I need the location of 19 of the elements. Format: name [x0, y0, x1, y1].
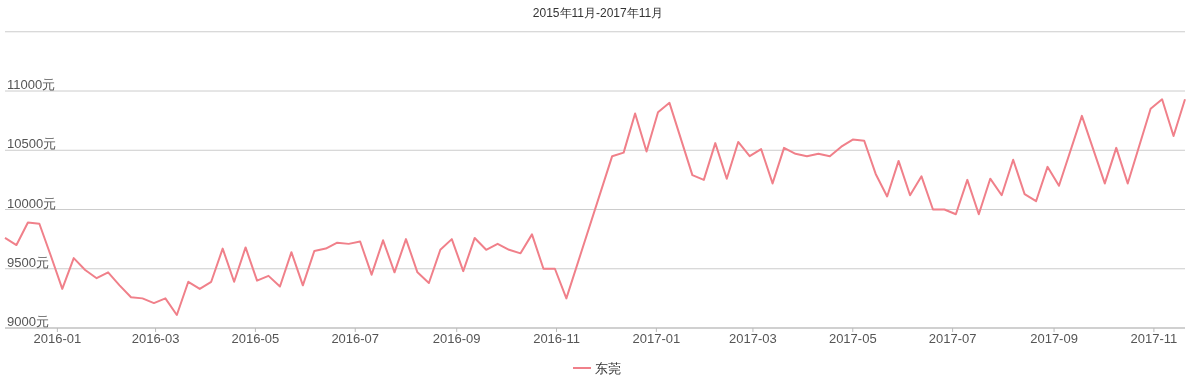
x-tick-label: 2017-05 — [828, 331, 877, 346]
x-tick-label: 2016-01 — [33, 331, 82, 346]
y-tick-label: 10000元 — [7, 195, 57, 211]
x-tick-label: 2017-03 — [729, 331, 777, 346]
y-tick-label: 9000元 — [7, 314, 49, 329]
x-tick-label: 2016-03 — [131, 331, 180, 346]
chart-title: 2015年11月-2017年11月 — [532, 6, 664, 20]
x-tick-label: 2016-05 — [231, 331, 280, 346]
x-tick-label: 2017-09 — [1030, 331, 1078, 346]
x-tick-label: 2016-11 — [533, 331, 580, 346]
x-tick-label: 2017-01 — [632, 331, 681, 346]
y-tick-label: 11000元 — [7, 77, 56, 92]
x-tick-label: 2017-07 — [928, 331, 977, 346]
y-tick-label: 9500元 — [7, 254, 49, 270]
x-tick-label: 2017-11 — [1130, 331, 1178, 346]
y-tick-label: 10500元 — [7, 136, 57, 152]
x-tick-label: 2016-09 — [432, 331, 481, 346]
x-tick-label: 2016-07 — [331, 331, 380, 346]
legend-label: 东莞 — [595, 360, 621, 376]
